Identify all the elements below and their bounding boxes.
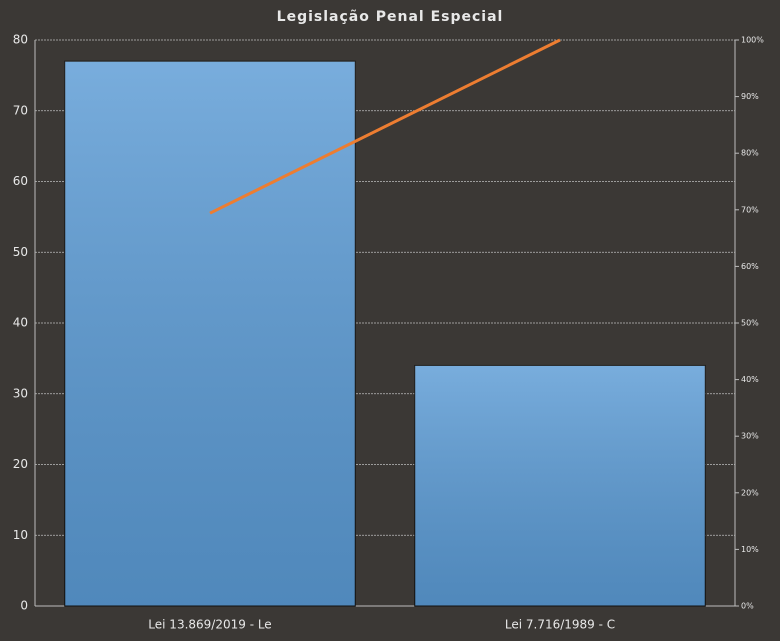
y-tick-label: 60 bbox=[13, 174, 28, 188]
y2-tick-label: 80% bbox=[741, 149, 759, 158]
y-tick-label: 50 bbox=[13, 245, 28, 259]
y-tick-label: 40 bbox=[13, 316, 28, 330]
y-tick-label: 10 bbox=[13, 528, 28, 542]
chart-title: Legislação Penal Especial bbox=[277, 9, 504, 25]
y2-tick-label: 20% bbox=[741, 488, 759, 497]
x-tick-label: Lei 13.869/2019 - Le bbox=[148, 618, 271, 632]
y-tick-label: 30 bbox=[13, 386, 28, 400]
y2-tick-label: 100% bbox=[741, 36, 764, 45]
y2-tick-label: 0% bbox=[741, 602, 754, 611]
y-tick-label: 80 bbox=[13, 33, 28, 47]
y-tick-label: 20 bbox=[13, 457, 28, 471]
y2-tick-label: 50% bbox=[741, 319, 759, 328]
cumulative-line bbox=[209, 38, 561, 215]
y2-tick-label: 70% bbox=[741, 205, 759, 214]
y2-tick-label: 60% bbox=[741, 262, 759, 271]
x-tick-label: Lei 7.716/1989 - C bbox=[505, 618, 615, 632]
y2-tick-label: 10% bbox=[741, 545, 759, 554]
y2-tick-label: 40% bbox=[741, 375, 759, 384]
bar-shade bbox=[64, 61, 356, 607]
y2-tick-label: 30% bbox=[741, 432, 759, 441]
bar-shade bbox=[414, 365, 706, 606]
y-tick-label: 0 bbox=[20, 599, 28, 613]
y-tick-label: 70 bbox=[13, 103, 28, 117]
y2-tick-label: 90% bbox=[741, 92, 759, 101]
